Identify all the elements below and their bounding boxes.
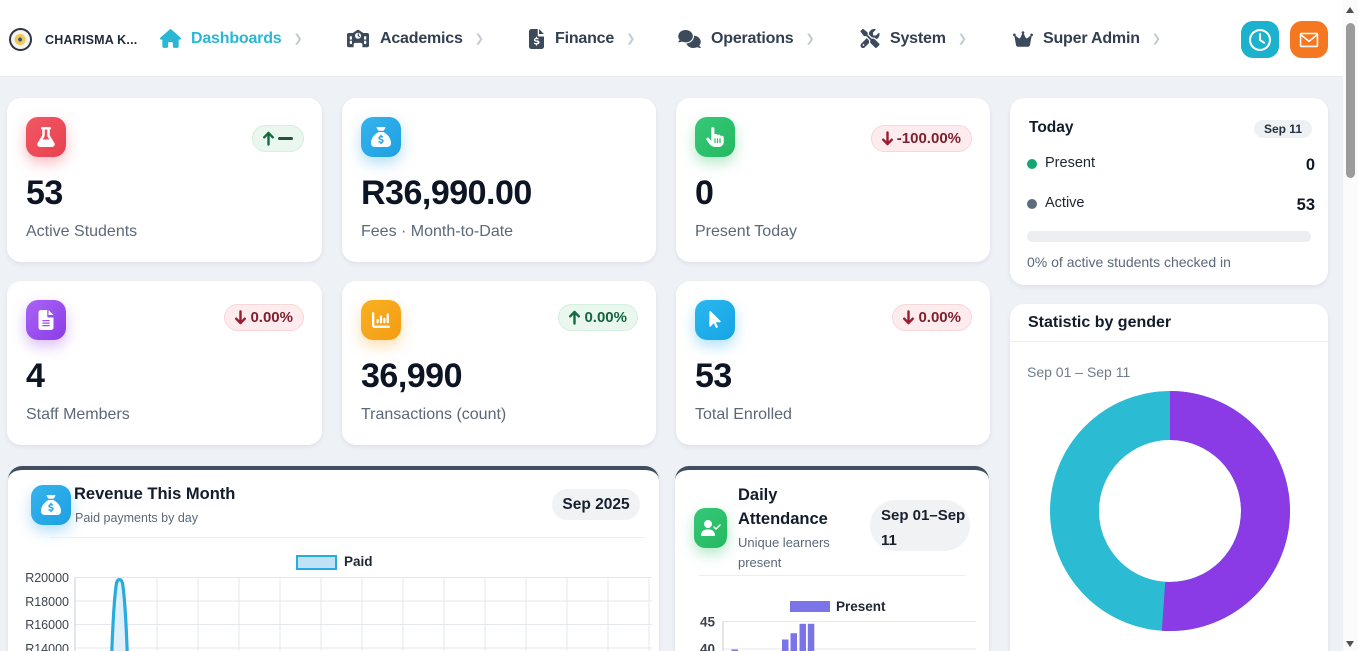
svg-text:R16000: R16000 — [25, 618, 69, 632]
svg-text:R14000: R14000 — [25, 642, 69, 651]
svg-text:R20000: R20000 — [25, 571, 69, 585]
svg-text:45: 45 — [700, 615, 716, 630]
svg-text:R18000: R18000 — [25, 595, 69, 609]
svg-text:40: 40 — [700, 642, 715, 651]
